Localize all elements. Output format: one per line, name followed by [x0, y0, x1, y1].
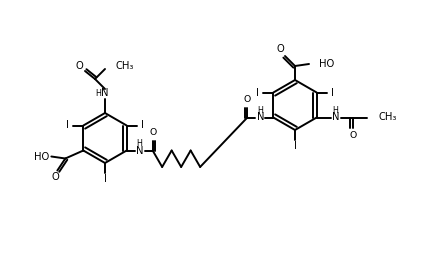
Text: N: N [332, 112, 339, 123]
Text: I: I [294, 141, 296, 151]
Text: CH₃: CH₃ [379, 112, 397, 123]
Text: I: I [256, 87, 259, 98]
Text: N: N [101, 88, 109, 98]
Text: HO: HO [319, 59, 334, 69]
Text: N: N [136, 146, 143, 156]
Text: I: I [331, 87, 334, 98]
Text: I: I [103, 174, 106, 184]
Text: I: I [141, 120, 144, 131]
Text: N: N [257, 112, 264, 123]
Text: CH₃: CH₃ [115, 61, 133, 71]
Text: O: O [244, 95, 251, 104]
Text: O: O [149, 128, 156, 137]
Text: H: H [333, 106, 338, 115]
Text: O: O [349, 131, 356, 140]
Text: HO: HO [34, 151, 49, 162]
Text: H: H [95, 88, 101, 98]
Text: H: H [137, 139, 143, 148]
Text: O: O [51, 173, 59, 182]
Text: H: H [257, 106, 263, 115]
Text: O: O [75, 61, 83, 71]
Text: O: O [276, 44, 284, 54]
Text: I: I [66, 120, 69, 131]
